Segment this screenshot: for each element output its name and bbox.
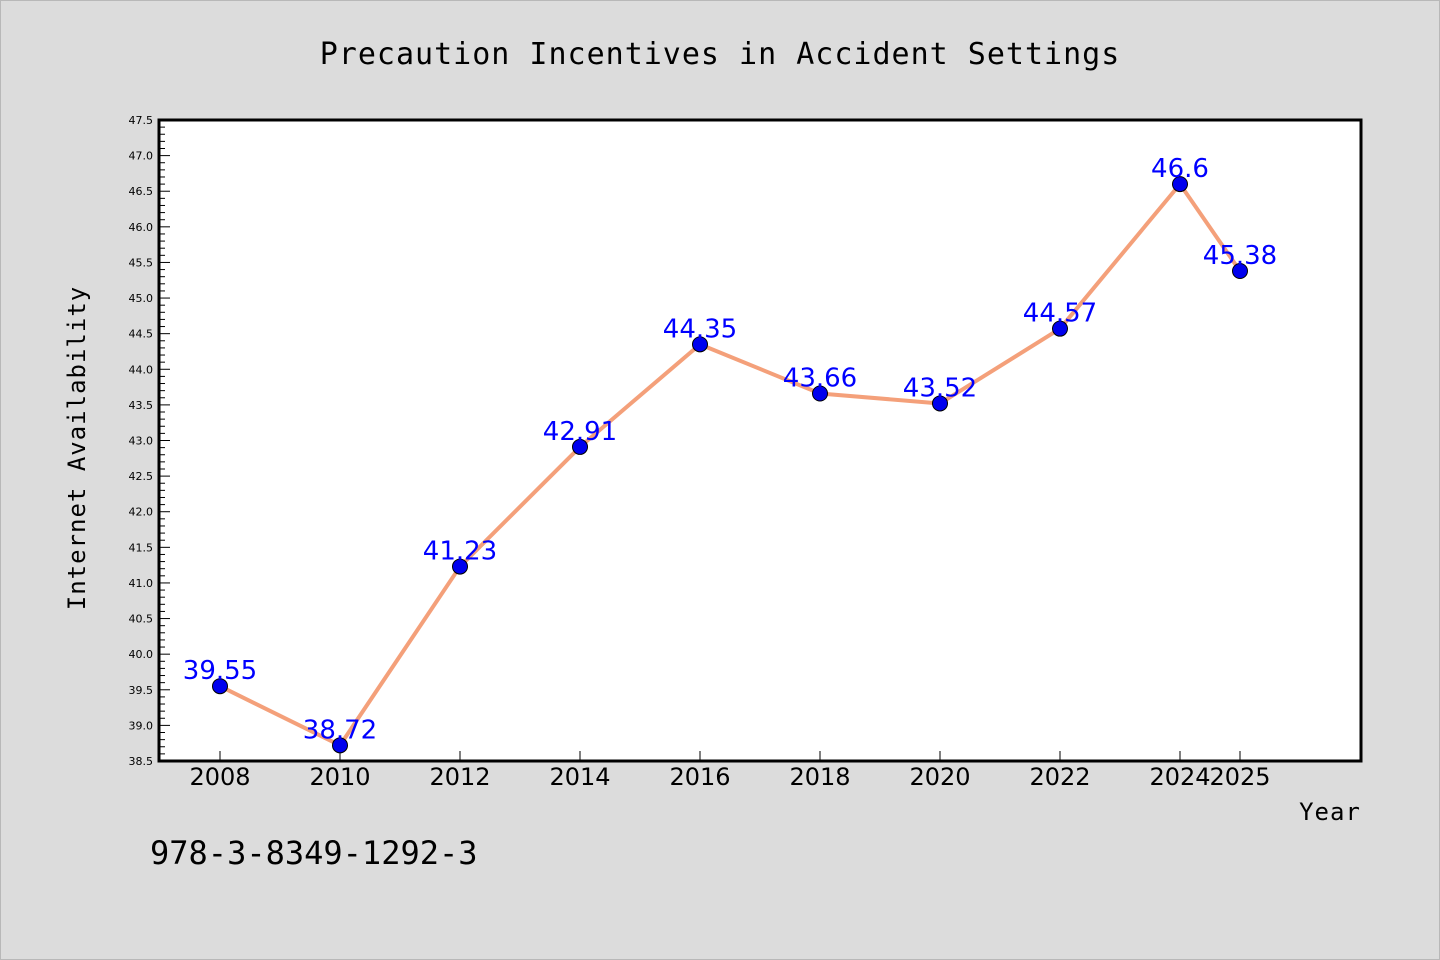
data-label: 45.38 xyxy=(1203,241,1277,271)
x-tick-label: 2016 xyxy=(669,763,730,791)
y-tick-label: 41.5 xyxy=(129,541,154,554)
y-tick-label: 45.5 xyxy=(129,256,154,269)
data-point xyxy=(332,737,348,754)
y-tick-label: 40.5 xyxy=(129,613,154,626)
data-label: 39.55 xyxy=(183,656,257,686)
x-tick-label: 2014 xyxy=(549,763,610,791)
y-axis: 38.5 39.0 39.5 40.0 40.5 41.0 41.5 42.0 42.5 43.0… xyxy=(129,114,170,768)
data-label: 44.35 xyxy=(663,314,737,344)
marker-group xyxy=(212,176,1248,754)
y-tick-label: 47.5 xyxy=(129,114,154,127)
data-point xyxy=(1052,320,1068,337)
data-point xyxy=(932,395,948,412)
data-label: 43.52 xyxy=(903,373,977,403)
data-label-group: 39.55 38.72 41.23 42.91 44.35 43.66 43.52 44.57… xyxy=(183,154,1277,745)
data-label: 44.57 xyxy=(1023,299,1097,329)
data-label: 38.72 xyxy=(303,715,377,745)
x-tick-label: 2010 xyxy=(309,763,370,791)
y-tick-label: 42.0 xyxy=(129,506,154,519)
x-axis-label: Year xyxy=(1299,798,1361,826)
x-tick-label: 2020 xyxy=(909,763,970,791)
x-tick-label: 2018 xyxy=(789,763,850,791)
x-tick-label: 2008 xyxy=(189,763,250,791)
data-label: 43.66 xyxy=(783,363,857,393)
x-tick-label: 2025 xyxy=(1209,763,1270,791)
data-label: 46.6 xyxy=(1151,154,1209,184)
y-tick-label: 44.5 xyxy=(129,328,154,341)
y-tick-label: 42.5 xyxy=(129,470,154,483)
y-tick-label: 47.0 xyxy=(129,150,154,163)
y-tick-label: 44.0 xyxy=(129,363,154,376)
series-line-group xyxy=(219,182,1242,748)
data-point xyxy=(212,678,228,695)
footer-code: 978-3-8349-1292-3 xyxy=(150,834,478,872)
y-tick-label: 41.0 xyxy=(129,577,154,590)
x-tick-label: 2022 xyxy=(1029,763,1090,791)
data-label: 42.91 xyxy=(543,417,617,447)
y-axis-label: Internet Availability xyxy=(63,286,91,610)
plot-area xyxy=(157,118,1363,763)
x-tick-label: 2024 xyxy=(1149,763,1210,791)
y-tick-label: 39.0 xyxy=(129,719,154,732)
y-tick-label: 43.0 xyxy=(129,435,154,448)
data-point xyxy=(1232,262,1248,279)
y-tick-label: 43.5 xyxy=(129,399,154,412)
data-point xyxy=(812,385,828,402)
data-point xyxy=(452,558,468,575)
data-point xyxy=(692,336,708,353)
chart-title: Precaution Incentives in Accident Settin… xyxy=(320,37,1121,72)
data-point xyxy=(1172,176,1188,193)
y-tick-label: 40.0 xyxy=(129,648,154,661)
y-tick-label: 39.5 xyxy=(129,684,154,697)
series-line xyxy=(219,182,1242,748)
x-tick-label: 2012 xyxy=(429,763,490,791)
y-tick-label: 46.5 xyxy=(129,185,154,198)
y-tick-label: 46.0 xyxy=(129,221,154,234)
y-tick-label: 45.0 xyxy=(129,292,154,305)
y-tick-label: 38.5 xyxy=(129,755,154,768)
data-label: 41.23 xyxy=(423,537,497,567)
data-point xyxy=(572,438,588,455)
